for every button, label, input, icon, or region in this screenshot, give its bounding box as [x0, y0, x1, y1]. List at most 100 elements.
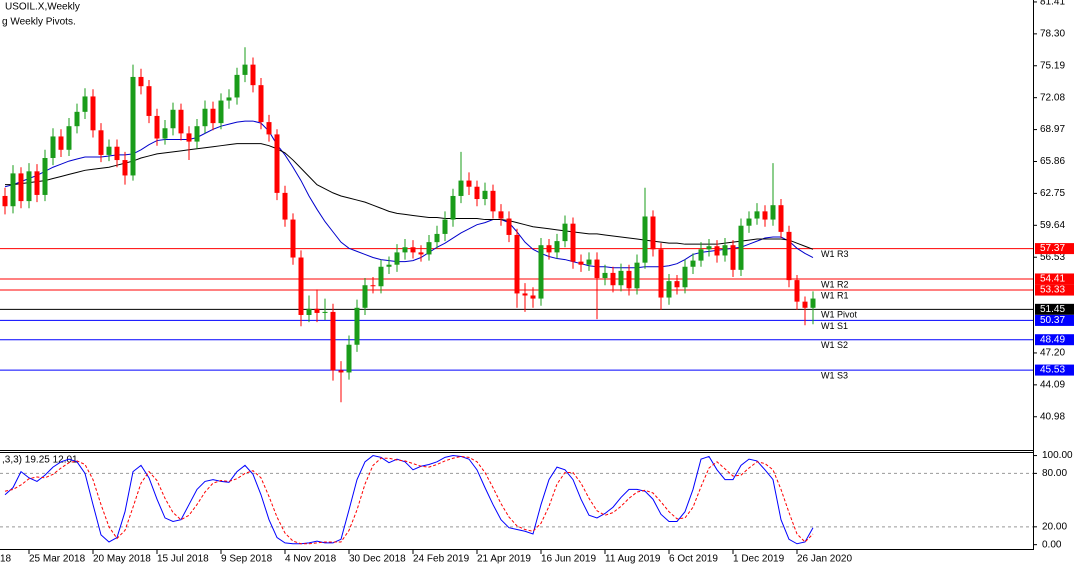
candle-body: [370, 285, 376, 287]
x-tick-label: 25 Mar 2018: [29, 554, 86, 565]
price-label: 51.45: [1040, 304, 1065, 315]
candle-body: [562, 223, 568, 242]
y-tick-label: 100.00: [1042, 450, 1073, 461]
y-tick-label: 68.97: [1040, 124, 1065, 135]
candle-body: [754, 211, 760, 219]
candle-body: [186, 133, 192, 142]
y-tick-label: 47.20: [1040, 348, 1065, 359]
candle-body: [42, 158, 48, 195]
y-tick-label: 56.53: [1040, 252, 1065, 263]
candle-body: [498, 211, 504, 219]
price-label-box: [1035, 334, 1074, 346]
moving-average: [4, 120, 814, 269]
candle-body: [298, 257, 304, 315]
pivot-label: W1 Pivot: [821, 310, 858, 320]
y-tick-label: 59.64: [1040, 220, 1065, 231]
candle-body: [714, 246, 720, 256]
candle-body: [482, 190, 488, 200]
y-tick-label: 40.98: [1040, 411, 1065, 422]
candle-body: [466, 180, 472, 187]
price-label: 45.53: [1040, 365, 1065, 376]
price-label: 48.49: [1040, 334, 1065, 345]
x-tick-label: 21 Apr 2019: [477, 554, 531, 565]
candle-body: [18, 173, 24, 202]
candle-body: [770, 205, 776, 220]
y-tick-label: 80.00: [1042, 468, 1067, 479]
candle-body: [210, 108, 216, 124]
y-tick-label: 65.86: [1040, 156, 1065, 167]
candle-body: [650, 216, 656, 250]
candle-body: [50, 136, 56, 159]
y-tick-label: 81.41: [1040, 0, 1065, 8]
candle-body: [458, 180, 464, 196]
candle-body: [522, 293, 528, 296]
candle-body: [674, 281, 680, 288]
candle-body: [218, 100, 224, 124]
candle-body: [594, 259, 600, 279]
candle-body: [146, 86, 152, 116]
y-tick-label: 62.75: [1040, 188, 1065, 199]
candle-body: [530, 295, 536, 299]
chart-subtitle: g Weekly Pivots.: [2, 17, 76, 28]
moving-average: [5, 143, 814, 250]
candle-body: [346, 344, 352, 373]
y-tick-label: 78.30: [1040, 28, 1065, 39]
y-tick-label: 72.08: [1040, 92, 1065, 103]
candle-body: [194, 126, 200, 142]
candle-body: [242, 64, 248, 75]
candle-body: [570, 223, 576, 262]
candle-body: [722, 245, 728, 256]
x-tick-label: 4 Nov 2018: [285, 554, 337, 565]
candle-body: [666, 281, 672, 298]
x-tick-label: 6 Oct 2019: [669, 554, 718, 565]
candle-body: [290, 219, 296, 258]
candle-body: [98, 130, 104, 155]
candle-body: [338, 370, 344, 373]
price-label: 54.41: [1040, 274, 1065, 285]
x-tick-label: 16 Jun 2019: [541, 554, 596, 565]
candle-body: [610, 272, 616, 286]
pivot-label: W1 S3: [821, 370, 848, 380]
candle-body: [58, 136, 64, 150]
candle-body: [762, 211, 768, 220]
candle-body: [386, 264, 392, 267]
pivot-label: W1 R1: [821, 290, 849, 300]
candle-body: [426, 242, 432, 255]
price-label-box: [1035, 314, 1074, 326]
candle-body: [730, 245, 736, 270]
oscillator-label: ,3,3) 19.25 12.01: [2, 455, 78, 466]
pivot-label: W1 S1: [821, 321, 848, 331]
x-tick-label: 20 May 2018: [93, 554, 151, 565]
candle-body: [130, 76, 136, 176]
candle-body: [322, 311, 328, 313]
candle-body: [418, 252, 424, 255]
candle-body: [738, 225, 744, 270]
candle-body: [690, 260, 696, 267]
candle-body: [306, 308, 312, 315]
candle-body: [706, 246, 712, 250]
candle-body: [378, 266, 384, 287]
candle-body: [154, 115, 160, 139]
candle-body: [602, 272, 608, 279]
candle-body: [266, 122, 272, 135]
candle-body: [314, 308, 320, 313]
candle-body: [258, 85, 264, 123]
price-label: 53.33: [1040, 285, 1065, 296]
candle-body: [394, 252, 400, 265]
pivot-label: W1 R3: [821, 249, 849, 259]
candle-body: [122, 160, 128, 176]
candle-body: [114, 146, 120, 161]
candle-body: [90, 96, 96, 131]
candle-body: [138, 76, 144, 87]
candle-body: [282, 192, 288, 220]
candle-body: [66, 126, 72, 150]
candle-body: [506, 218, 512, 235]
candle-body: [802, 301, 808, 308]
price-label-box: [1035, 364, 1074, 376]
candle-body: [578, 261, 584, 265]
candle-body: [402, 247, 408, 253]
candle-body: [178, 109, 184, 134]
